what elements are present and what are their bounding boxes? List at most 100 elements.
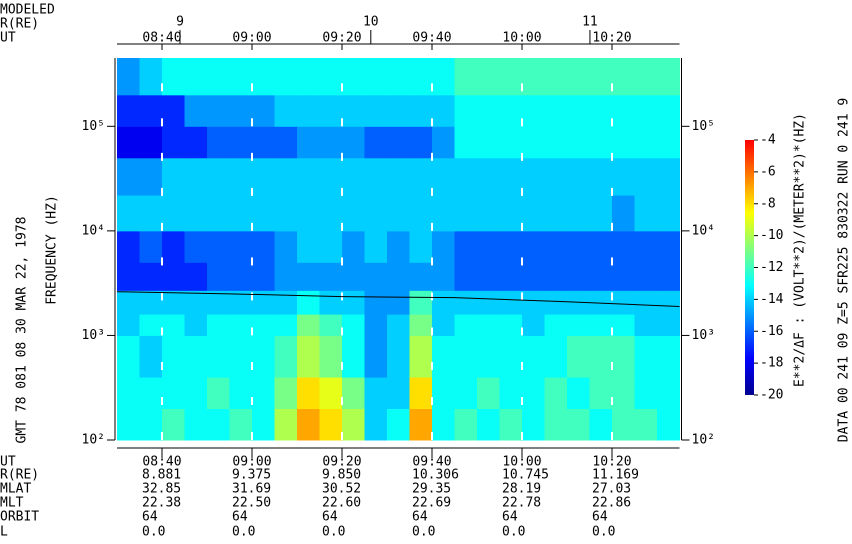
cell xyxy=(499,290,523,315)
cell xyxy=(499,408,523,441)
cell xyxy=(612,335,635,378)
cell xyxy=(297,408,320,441)
cell xyxy=(207,195,230,232)
cell xyxy=(162,262,185,291)
cell xyxy=(342,314,365,336)
cell xyxy=(229,157,253,196)
cell xyxy=(432,230,455,263)
cell xyxy=(477,290,500,315)
cell xyxy=(162,126,185,159)
cell xyxy=(207,408,230,441)
x-tick-label: 10:00 xyxy=(502,31,541,46)
cell xyxy=(567,262,590,291)
cell xyxy=(387,314,410,336)
cell xyxy=(364,126,388,159)
ephemeris-label: MLT xyxy=(0,496,24,511)
cell xyxy=(612,157,635,196)
cell xyxy=(589,230,613,263)
ephemeris-value: 64 xyxy=(502,510,518,525)
cell xyxy=(544,126,568,159)
cell xyxy=(252,126,275,159)
ephemeris-value: 0.0 xyxy=(142,525,165,540)
cell xyxy=(589,335,613,378)
ephemeris-value: 64 xyxy=(142,510,158,525)
cell xyxy=(634,408,658,441)
cell xyxy=(364,408,388,441)
cell xyxy=(612,94,635,127)
colorbar-tick-label: -16 xyxy=(760,324,783,339)
cell xyxy=(139,195,163,232)
y-tick-label: 10³ xyxy=(82,328,105,343)
x-tick-label: 09:40 xyxy=(412,31,451,46)
ephemeris-value: 8.881 xyxy=(142,468,181,483)
cell xyxy=(252,262,275,291)
ephemeris-value: 22.50 xyxy=(232,496,271,511)
cell xyxy=(657,335,680,378)
top-caption: R(RE) xyxy=(0,17,39,32)
cell xyxy=(634,195,658,232)
cell xyxy=(634,377,658,410)
cell xyxy=(387,126,410,159)
cell xyxy=(657,314,680,336)
ephemeris-value: 64 xyxy=(412,510,428,525)
cell xyxy=(207,126,230,159)
cell xyxy=(387,377,410,410)
cell xyxy=(319,195,343,232)
cell xyxy=(184,94,208,127)
left-note: GMT 78 081 08 30 MAR 22, 1978 xyxy=(15,217,30,444)
cell xyxy=(567,230,590,263)
cell xyxy=(297,335,320,378)
cell xyxy=(207,377,230,410)
cell xyxy=(589,290,613,315)
overlay-line xyxy=(116,291,680,308)
cell xyxy=(522,408,545,441)
colorbar-tick-label: -20 xyxy=(760,388,783,403)
cell xyxy=(567,94,590,127)
cell xyxy=(139,335,163,378)
cell xyxy=(319,126,343,159)
cell xyxy=(387,58,410,96)
cell xyxy=(297,377,320,410)
cell xyxy=(184,290,208,315)
cell xyxy=(319,290,343,315)
cell xyxy=(117,262,140,291)
cell xyxy=(139,157,163,196)
cell xyxy=(387,262,410,291)
cell xyxy=(342,126,365,159)
cell xyxy=(657,262,680,291)
cell xyxy=(477,126,500,159)
cell xyxy=(207,230,230,263)
cell xyxy=(477,195,500,232)
top-caption: UT xyxy=(0,31,16,46)
cell xyxy=(229,230,253,263)
cell xyxy=(477,314,500,336)
cell xyxy=(589,126,613,159)
cell xyxy=(657,157,680,196)
cell xyxy=(162,230,185,263)
cell xyxy=(252,408,275,441)
ephemeris-value: 22.38 xyxy=(142,496,181,511)
cell xyxy=(229,94,253,127)
cell xyxy=(207,335,230,378)
cell xyxy=(454,335,478,378)
cell xyxy=(207,157,230,196)
cell xyxy=(252,195,275,232)
ephemeris-value: 29.35 xyxy=(412,482,451,497)
cell xyxy=(319,314,343,336)
x-tick-label: 09:40 xyxy=(412,455,451,470)
cell xyxy=(229,126,253,159)
cell xyxy=(319,335,343,378)
cell xyxy=(454,157,478,196)
cell xyxy=(522,290,545,315)
cell xyxy=(589,377,613,410)
cell xyxy=(544,195,568,232)
cell xyxy=(567,335,590,378)
ephemeris-value: 9.850 xyxy=(322,468,361,483)
cell xyxy=(297,262,320,291)
cell xyxy=(454,314,478,336)
cell xyxy=(544,262,568,291)
cell xyxy=(297,126,320,159)
x2-tick-label: 9 xyxy=(176,15,184,30)
cell xyxy=(297,157,320,196)
cell xyxy=(364,94,388,127)
